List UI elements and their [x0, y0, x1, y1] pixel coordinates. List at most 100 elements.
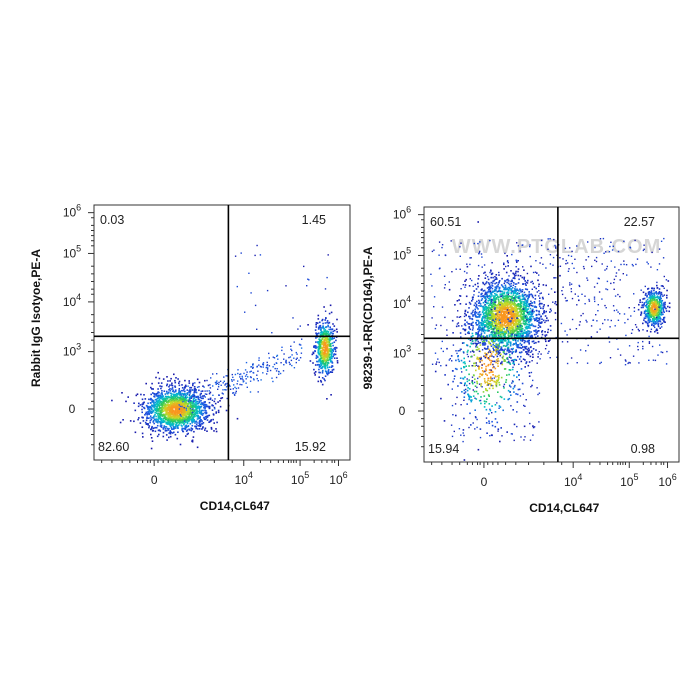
event-dot — [219, 380, 222, 382]
event-dot — [492, 339, 494, 342]
event-dot — [193, 418, 195, 421]
event-dot — [325, 359, 328, 361]
event-dot — [317, 328, 320, 330]
event-dot — [184, 390, 186, 393]
event-dot — [512, 292, 515, 295]
event-dot — [500, 284, 503, 286]
event-dot — [508, 356, 511, 358]
event-dot — [240, 378, 242, 380]
event-dot — [319, 328, 322, 331]
event-dot — [492, 290, 494, 293]
event-dot — [527, 327, 529, 329]
event-dot — [178, 384, 181, 387]
event-dot — [174, 379, 176, 382]
event-dot — [493, 336, 496, 338]
event-dot — [190, 386, 193, 389]
event-dot — [200, 410, 202, 413]
event-dot — [514, 272, 517, 274]
event-dot — [195, 396, 198, 398]
event-dot — [186, 412, 189, 414]
event-dot — [184, 413, 186, 416]
event-dot — [256, 374, 258, 376]
event-dot — [111, 399, 113, 402]
event-dot — [326, 365, 329, 367]
event-dot — [533, 306, 536, 308]
event-dot — [331, 338, 333, 341]
event-dot — [482, 307, 485, 309]
event-dot — [204, 390, 206, 392]
event-dot — [484, 271, 486, 274]
event-dot — [328, 312, 331, 315]
event-dot — [149, 402, 152, 404]
event-dot — [491, 295, 493, 297]
event-dot — [503, 288, 505, 291]
event-dot — [661, 322, 664, 325]
event-dot — [168, 413, 171, 415]
event-dot — [331, 336, 333, 339]
event-dot — [193, 430, 195, 433]
event-dot — [300, 347, 303, 349]
event-dot — [515, 320, 517, 323]
event-dot — [543, 304, 545, 306]
event-dot — [498, 289, 500, 292]
event-dot — [158, 407, 161, 410]
event-dot — [160, 395, 163, 398]
event-dot — [197, 396, 199, 398]
event-dot — [187, 405, 189, 407]
event-dot — [530, 324, 532, 327]
event-dot — [524, 302, 526, 304]
event-dot — [505, 303, 507, 306]
event-dot — [529, 316, 531, 319]
event-dot — [180, 398, 182, 400]
event-dot — [331, 348, 334, 351]
event-dot — [194, 402, 197, 404]
event-dot — [528, 330, 530, 332]
event-dot — [488, 314, 490, 316]
event-dot — [182, 418, 185, 420]
event-dot — [165, 429, 168, 432]
event-dot — [324, 310, 327, 312]
event-dot — [328, 356, 331, 358]
event-dot — [194, 412, 196, 415]
event-dot — [200, 405, 203, 408]
event-dot — [171, 404, 173, 407]
event-dot — [151, 404, 153, 406]
event-dot — [497, 311, 499, 314]
event-dot — [326, 340, 329, 343]
event-dot — [139, 404, 142, 406]
event-dot — [519, 330, 521, 333]
event-dot — [182, 396, 185, 399]
event-dot — [513, 329, 515, 331]
event-dot — [273, 357, 276, 359]
event-dot — [193, 389, 196, 392]
event-dot — [480, 295, 482, 298]
event-dot — [324, 358, 326, 360]
event-dot — [335, 339, 337, 342]
event-dot — [166, 439, 168, 441]
event-dot — [268, 365, 271, 367]
event-dot — [526, 309, 528, 311]
event-dot — [525, 326, 527, 329]
event-dot — [545, 340, 547, 343]
event-dot — [501, 291, 504, 293]
event-dot — [307, 278, 309, 280]
event-dot — [151, 425, 153, 428]
event-dot — [175, 408, 178, 410]
event-dot — [237, 372, 239, 375]
event-dot — [189, 388, 191, 391]
event-dot — [196, 407, 199, 410]
event-dot — [176, 404, 179, 406]
event-dot — [516, 324, 519, 327]
event-dot — [513, 316, 516, 318]
event-dot — [236, 417, 239, 420]
event-dot — [204, 411, 206, 414]
event-dot — [489, 285, 491, 287]
event-dot — [176, 414, 179, 416]
event-dot — [210, 426, 213, 429]
event-dot — [333, 348, 335, 350]
event-dot — [520, 311, 523, 313]
event-dot — [172, 414, 175, 416]
event-dot — [505, 331, 507, 334]
event-dot — [519, 320, 521, 323]
event-dot — [507, 338, 510, 341]
